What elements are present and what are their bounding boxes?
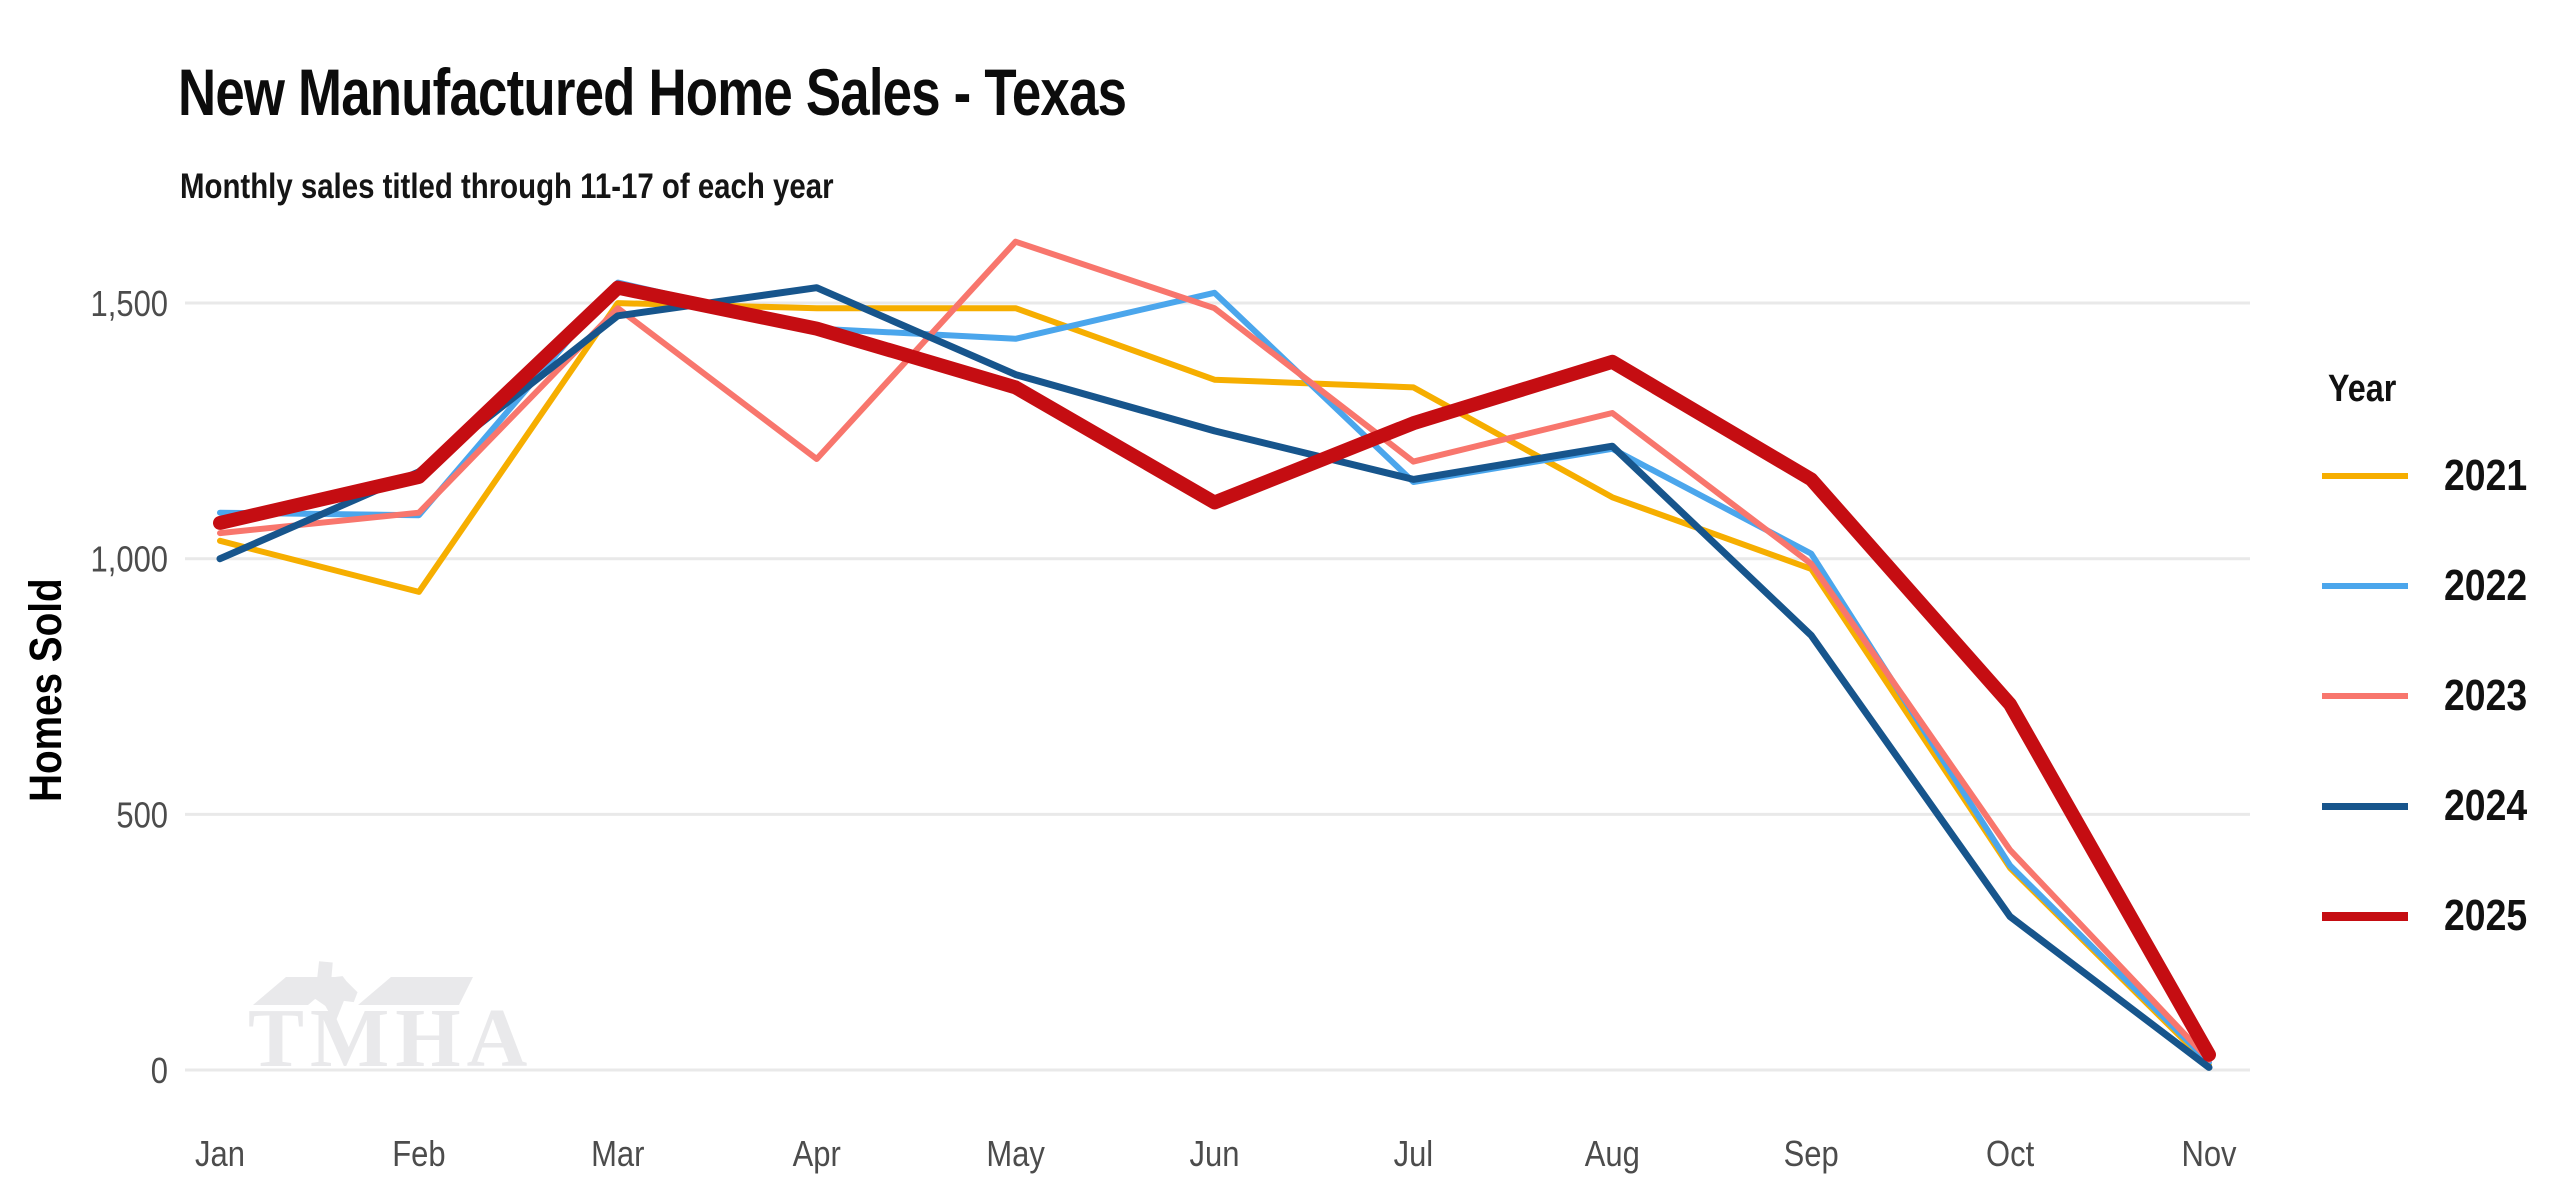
x-tick-Sep: Sep [1784,1135,1839,1175]
series-line-2021 [217,300,2212,1068]
legend-swatch-2022 [2322,583,2408,589]
legend-label-2025: 2025 [2444,891,2528,940]
chart-title: New Manufactured Home Sales - Texas [178,55,1127,130]
legend-item-2023: 2023 [2322,641,2542,751]
x-tick-Jun: Jun [1190,1135,1240,1175]
gridlines [185,301,2250,1072]
x-tick-Feb: Feb [392,1135,445,1175]
y-tick-1,500: 1,500 [91,285,168,325]
legend-swatch-2025 [2322,911,2408,921]
legend-item-2022: 2022 [2322,531,2542,641]
axis-labels: 0 500 1,000 1,500 Jan Feb Mar Apr May Jun Jul Aug Se… [91,285,2237,1175]
legend-item-2021: 2021 [2322,421,2542,531]
x-tick-Oct: Oct [1986,1135,2035,1175]
legend-title: Year [2328,368,2397,410]
y-tick-0: 0 [151,1052,168,1092]
legend-label-2022: 2022 [2444,561,2528,610]
watermark-right-roof [358,977,473,1005]
series-line-2022 [217,279,2212,1066]
legend-swatch-2023 [2322,693,2408,699]
x-tick-Nov: Nov [2181,1135,2236,1175]
legend-label-2024: 2024 [2444,781,2528,830]
x-tick-Mar: Mar [591,1135,644,1175]
legend-swatch-2021 [2322,473,2408,479]
legend-swatch-2024 [2322,802,2408,810]
series-line-2023 [217,238,2212,1063]
y-tick-1,000: 1,000 [91,541,168,581]
legend: Year 2021 2022 2023 2024 2025 [2322,368,2542,971]
watermark-texas-shape [300,961,358,1020]
x-tick-May: May [986,1135,1045,1175]
tmha-watermark: TMHA [248,961,527,1085]
x-tick-Jan: Jan [195,1135,245,1175]
legend-label-2021: 2021 [2444,451,2528,500]
series-line-2024 [216,284,2213,1071]
chart-subtitle: Monthly sales titled through 11-17 of ea… [180,167,834,206]
x-tick-Jul: Jul [1394,1135,1434,1175]
legend-items: 2021 2022 2023 2024 2025 [2322,421,2542,971]
y-axis-title: Homes Sold [20,578,71,802]
legend-item-2025: 2025 [2322,861,2542,971]
legend-label-2023: 2023 [2444,671,2528,720]
series-lines [213,238,2216,1071]
legend-item-2024: 2024 [2322,751,2542,861]
series-line-2025 [213,280,2216,1062]
x-tick-Aug: Aug [1585,1135,1640,1175]
x-tick-Apr: Apr [793,1135,841,1175]
y-tick-500: 500 [116,796,168,836]
